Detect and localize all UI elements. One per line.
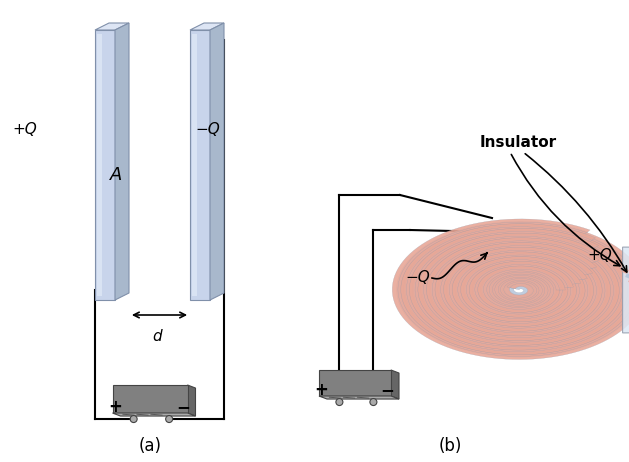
- Polygon shape: [443, 247, 594, 331]
- Text: +: +: [109, 398, 123, 416]
- Text: −Q: −Q: [195, 122, 220, 138]
- Text: (b): (b): [438, 437, 462, 455]
- Polygon shape: [460, 256, 581, 322]
- Polygon shape: [409, 228, 628, 350]
- Polygon shape: [477, 266, 565, 312]
- Polygon shape: [457, 254, 583, 324]
- Polygon shape: [469, 261, 573, 317]
- Text: −Q: −Q: [405, 270, 430, 286]
- Circle shape: [130, 415, 137, 423]
- Polygon shape: [414, 231, 623, 348]
- Polygon shape: [465, 259, 577, 320]
- Polygon shape: [396, 221, 629, 357]
- Polygon shape: [210, 23, 224, 300]
- Polygon shape: [474, 264, 569, 315]
- Polygon shape: [95, 23, 129, 30]
- Polygon shape: [431, 240, 606, 338]
- Text: +: +: [314, 381, 328, 399]
- Polygon shape: [319, 370, 391, 396]
- Polygon shape: [113, 413, 196, 416]
- Polygon shape: [95, 30, 115, 300]
- Polygon shape: [418, 233, 620, 346]
- Text: −: −: [381, 381, 394, 399]
- Text: +Q: +Q: [12, 122, 36, 138]
- Polygon shape: [192, 34, 197, 296]
- Polygon shape: [392, 219, 629, 359]
- Polygon shape: [623, 247, 629, 333]
- Polygon shape: [435, 243, 602, 336]
- Circle shape: [336, 399, 343, 406]
- Polygon shape: [391, 370, 399, 399]
- Text: −: −: [176, 398, 190, 416]
- Text: A: A: [110, 166, 123, 184]
- Polygon shape: [190, 30, 210, 300]
- Text: +Q: +Q: [587, 248, 612, 262]
- Polygon shape: [426, 238, 611, 340]
- Polygon shape: [405, 226, 629, 353]
- Text: Insulator: Insulator: [479, 135, 557, 150]
- Polygon shape: [401, 224, 629, 355]
- Polygon shape: [422, 236, 615, 343]
- Polygon shape: [319, 396, 399, 399]
- Polygon shape: [97, 34, 102, 296]
- Polygon shape: [448, 249, 589, 329]
- Polygon shape: [439, 245, 598, 334]
- Text: d: d: [153, 329, 162, 344]
- Circle shape: [165, 415, 172, 423]
- Polygon shape: [115, 23, 129, 300]
- Text: (a): (a): [138, 437, 162, 455]
- Polygon shape: [190, 23, 224, 30]
- Circle shape: [370, 399, 377, 406]
- Polygon shape: [482, 268, 561, 310]
- Polygon shape: [113, 385, 187, 413]
- Polygon shape: [187, 385, 196, 416]
- Polygon shape: [452, 252, 587, 327]
